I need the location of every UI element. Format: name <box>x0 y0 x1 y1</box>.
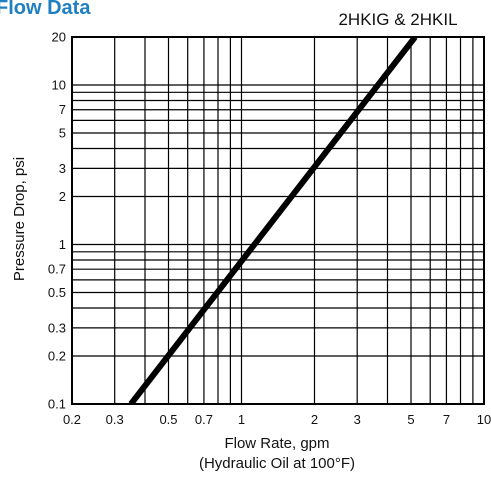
section-title: Flow Data <box>0 0 91 19</box>
series-line <box>128 37 418 404</box>
y-tick-label: 0.2 <box>48 348 66 363</box>
grid <box>72 37 484 404</box>
y-tick-label: 5 <box>59 126 66 141</box>
x-tick-label: 10 <box>477 412 491 427</box>
y-tick-label: 0.3 <box>48 320 66 335</box>
x-tick-label: 5 <box>407 412 414 427</box>
x-tick-label: 7 <box>443 412 450 427</box>
x-tick-label: 0.2 <box>63 412 81 427</box>
series-layer <box>128 37 418 404</box>
y-tick-labels: 0.1 0.2 0.3 0.5 0.7 1 2 3 5 7 10 20 <box>48 30 66 412</box>
x-tick-label: 0.7 <box>195 412 213 427</box>
plot-frame <box>71 36 485 405</box>
x-tick-labels: 0.2 0.3 0.5 0.7 1 2 3 5 7 10 <box>63 412 491 427</box>
y-tick-label: 3 <box>59 161 66 176</box>
y-tick-label: 0.7 <box>48 262 66 277</box>
y-tick-label: 1 <box>59 237 66 252</box>
x-tick-label: 0.3 <box>106 412 124 427</box>
x-axis-title: Flow Rate, gpm <box>224 435 329 452</box>
y-tick-label: 0.1 <box>48 397 66 412</box>
x-axis-note: (Hydraulic Oil at 100°F) <box>199 455 355 472</box>
x-tick-label: 0.5 <box>159 412 177 427</box>
chart-title: 2HKIG & 2HKIL <box>338 10 457 29</box>
y-tick-label: 7 <box>59 102 66 117</box>
x-tick-label: 3 <box>354 412 361 427</box>
y-tick-label: 0.5 <box>48 285 66 300</box>
y-axis-title: Pressure Drop, psi <box>11 157 28 281</box>
x-tick-label: 1 <box>238 412 245 427</box>
y-tick-label: 2 <box>59 189 66 204</box>
x-tick-label: 2 <box>311 412 318 427</box>
y-tick-label: 20 <box>52 30 66 45</box>
y-tick-label: 10 <box>52 78 66 93</box>
